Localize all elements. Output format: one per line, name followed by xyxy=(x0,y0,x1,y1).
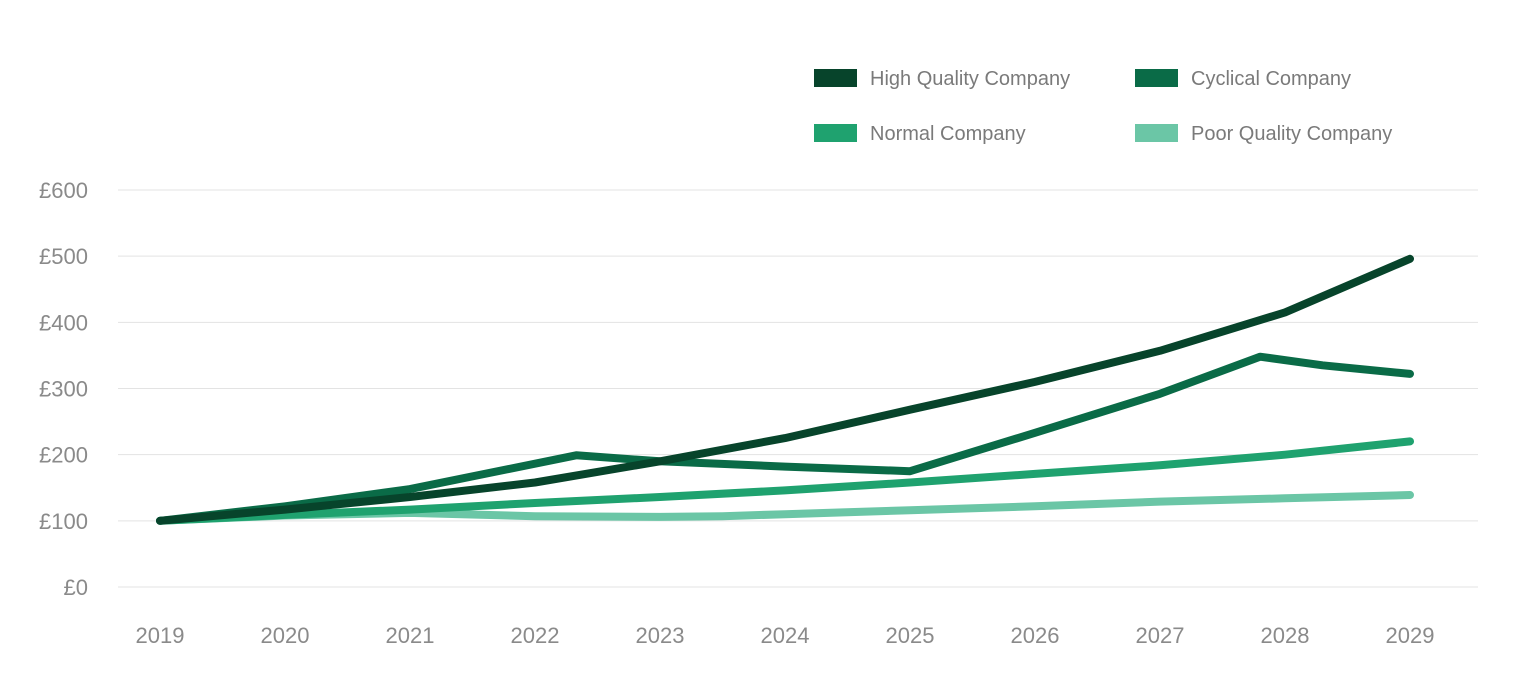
x-tick-label: 2029 xyxy=(1386,623,1435,648)
x-axis-ticks: 2019 2020 2021 2022 2023 2024 2025 2026 2027 2028… xyxy=(136,623,1435,648)
series-line-high-quality-company xyxy=(156,254,1414,525)
gridlines xyxy=(118,189,1478,588)
legend-swatch-cyclical-company xyxy=(1135,69,1178,87)
x-tick-label: 2021 xyxy=(386,623,435,648)
y-tick-label: £0 xyxy=(64,575,88,600)
x-tick-label: 2024 xyxy=(761,623,810,648)
legend-label-high-quality-company: High Quality Company xyxy=(870,68,1070,90)
legend-swatch-poor-quality-company xyxy=(1135,124,1178,142)
series-line-cyclical-company xyxy=(156,352,1414,525)
legend-swatch-normal-company xyxy=(814,124,857,142)
y-tick-label: £100 xyxy=(39,509,88,534)
x-tick-label: 2025 xyxy=(886,623,935,648)
y-axis-ticks: £0 £100 £200 £300 £400 £500 £600 xyxy=(39,178,88,600)
y-tick-label: £600 xyxy=(39,178,88,203)
x-tick-label: 2019 xyxy=(136,623,185,648)
series-line-normal-company xyxy=(156,437,1414,525)
x-tick-label: 2022 xyxy=(511,623,560,648)
y-tick-label: £200 xyxy=(39,443,88,468)
legend: High Quality Company Cyclical Company Norm… xyxy=(814,68,1392,145)
y-tick-label: £500 xyxy=(39,244,88,269)
series-lines xyxy=(156,254,1414,525)
legend-swatch-high-quality-company xyxy=(814,69,857,87)
x-tick-label: 2020 xyxy=(261,623,310,648)
x-tick-label: 2027 xyxy=(1136,623,1185,648)
y-tick-label: £400 xyxy=(39,310,88,335)
x-tick-label: 2023 xyxy=(636,623,685,648)
y-tick-label: £300 xyxy=(39,377,88,402)
legend-label-poor-quality-company: Poor Quality Company xyxy=(1191,123,1392,145)
x-tick-label: 2028 xyxy=(1261,623,1310,648)
x-tick-label: 2026 xyxy=(1011,623,1060,648)
legend-label-normal-company: Normal Company xyxy=(870,123,1026,145)
legend-label-cyclical-company: Cyclical Company xyxy=(1191,68,1351,90)
